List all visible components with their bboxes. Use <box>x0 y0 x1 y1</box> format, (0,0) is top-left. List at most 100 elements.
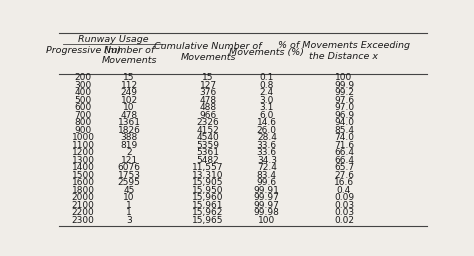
Text: 28.4: 28.4 <box>257 133 277 142</box>
Text: 2100: 2100 <box>72 201 95 210</box>
Text: 15,965: 15,965 <box>192 216 224 225</box>
Text: 14.6: 14.6 <box>257 118 277 127</box>
Text: 16.6: 16.6 <box>334 178 354 187</box>
Text: 1400: 1400 <box>72 163 95 172</box>
Text: 1500: 1500 <box>72 171 95 180</box>
Text: 819: 819 <box>120 141 137 150</box>
Text: 600: 600 <box>74 103 92 112</box>
Text: 15,962: 15,962 <box>192 208 224 217</box>
Text: 1753: 1753 <box>118 171 141 180</box>
Text: 83.4: 83.4 <box>257 171 277 180</box>
Text: 200: 200 <box>74 73 91 82</box>
Text: Progressive (m): Progressive (m) <box>46 46 121 55</box>
Text: 700: 700 <box>74 111 92 120</box>
Text: 65.7: 65.7 <box>334 163 354 172</box>
Text: 1361: 1361 <box>118 118 141 127</box>
Text: 2595: 2595 <box>118 178 140 187</box>
Text: 11,557: 11,557 <box>192 163 224 172</box>
Text: 71.6: 71.6 <box>334 141 354 150</box>
Text: 99.91: 99.91 <box>254 186 280 195</box>
Text: 13,310: 13,310 <box>192 171 224 180</box>
Text: 2000: 2000 <box>72 193 95 202</box>
Text: 5482: 5482 <box>197 156 219 165</box>
Text: 5361: 5361 <box>197 148 219 157</box>
Text: 15,960: 15,960 <box>192 193 224 202</box>
Text: 45: 45 <box>123 186 135 195</box>
Text: 15,905: 15,905 <box>192 178 224 187</box>
Text: 0.03: 0.03 <box>334 201 354 210</box>
Text: 4540: 4540 <box>197 133 219 142</box>
Text: 2326: 2326 <box>197 118 219 127</box>
Text: Number of
Movements: Number of Movements <box>101 46 157 65</box>
Text: 74.0: 74.0 <box>334 133 354 142</box>
Text: 1200: 1200 <box>72 148 95 157</box>
Text: 1: 1 <box>126 208 132 217</box>
Text: 300: 300 <box>74 81 92 90</box>
Text: 249: 249 <box>120 88 137 97</box>
Text: Movements (%): Movements (%) <box>229 48 304 57</box>
Text: 6.0: 6.0 <box>260 111 274 120</box>
Text: 2.4: 2.4 <box>260 88 274 97</box>
Text: 500: 500 <box>74 96 92 105</box>
Text: % of Movements Exceeding
the Distance x: % of Movements Exceeding the Distance x <box>278 41 410 61</box>
Text: 15: 15 <box>123 73 135 82</box>
Text: 966: 966 <box>200 111 217 120</box>
Text: 3.1: 3.1 <box>260 103 274 112</box>
Text: 10: 10 <box>123 103 135 112</box>
Text: 97.0: 97.0 <box>334 103 354 112</box>
Text: 121: 121 <box>120 156 137 165</box>
Text: 102: 102 <box>120 96 137 105</box>
Text: 1100: 1100 <box>72 141 95 150</box>
Text: 0.03: 0.03 <box>334 208 354 217</box>
Text: 100: 100 <box>335 73 353 82</box>
Text: 0.1: 0.1 <box>260 73 274 82</box>
Text: 2300: 2300 <box>72 216 95 225</box>
Text: 1826: 1826 <box>118 126 140 135</box>
Text: 0.09: 0.09 <box>334 193 354 202</box>
Text: 478: 478 <box>120 111 137 120</box>
Text: 1800: 1800 <box>72 186 95 195</box>
Text: 66.4: 66.4 <box>334 148 354 157</box>
Text: 1600: 1600 <box>72 178 95 187</box>
Text: 99.97: 99.97 <box>254 193 280 202</box>
Text: 15,961: 15,961 <box>192 201 224 210</box>
Text: 1: 1 <box>126 201 132 210</box>
Text: Cumulative Number of
Movements: Cumulative Number of Movements <box>154 42 262 62</box>
Text: 15: 15 <box>202 73 214 82</box>
Text: 94.0: 94.0 <box>334 118 354 127</box>
Text: 85.4: 85.4 <box>334 126 354 135</box>
Text: 26.0: 26.0 <box>257 126 277 135</box>
Text: 100: 100 <box>258 216 275 225</box>
Text: 3: 3 <box>126 216 132 225</box>
Text: 5359: 5359 <box>197 141 219 150</box>
Text: 10: 10 <box>123 193 135 202</box>
Text: 6076: 6076 <box>118 163 141 172</box>
Text: 99.97: 99.97 <box>254 201 280 210</box>
Text: 33.6: 33.6 <box>257 141 277 150</box>
Text: 376: 376 <box>200 88 217 97</box>
Text: 1300: 1300 <box>72 156 95 165</box>
Text: 99.9: 99.9 <box>334 81 354 90</box>
Text: 4152: 4152 <box>197 126 219 135</box>
Text: 15,950: 15,950 <box>192 186 224 195</box>
Text: 112: 112 <box>120 81 137 90</box>
Text: 72.4: 72.4 <box>257 163 277 172</box>
Text: 66.4: 66.4 <box>334 156 354 165</box>
Text: 478: 478 <box>200 96 217 105</box>
Text: 1000: 1000 <box>72 133 95 142</box>
Text: 400: 400 <box>74 88 91 97</box>
Text: 27.6: 27.6 <box>334 171 354 180</box>
Text: 800: 800 <box>74 118 92 127</box>
Text: 3.0: 3.0 <box>260 96 274 105</box>
Text: 2200: 2200 <box>72 208 94 217</box>
Text: Runway Usage: Runway Usage <box>78 35 149 44</box>
Text: 0.02: 0.02 <box>334 216 354 225</box>
Text: 34.3: 34.3 <box>257 156 277 165</box>
Text: 96.9: 96.9 <box>334 111 354 120</box>
Text: 99.2: 99.2 <box>334 88 354 97</box>
Text: 488: 488 <box>200 103 217 112</box>
Text: 33.6: 33.6 <box>257 148 277 157</box>
Text: 99.6: 99.6 <box>257 178 277 187</box>
Text: 0.4: 0.4 <box>337 186 351 195</box>
Text: 900: 900 <box>74 126 92 135</box>
